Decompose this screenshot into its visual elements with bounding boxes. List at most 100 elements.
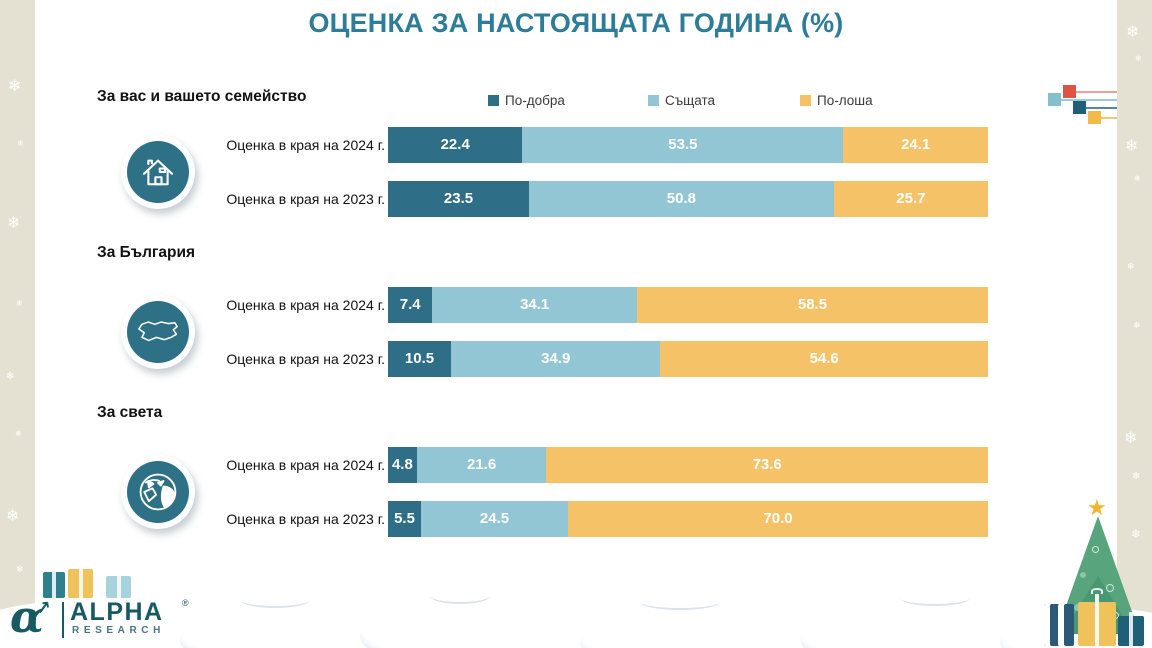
bar-segment-same: 21.6 bbox=[416, 447, 547, 483]
bar-segment-same: 53.5 bbox=[522, 127, 844, 163]
bar-segment-same: 34.9 bbox=[451, 341, 661, 377]
legend-swatch-better bbox=[488, 94, 499, 106]
row-label: Оценка в края на 2024 г. bbox=[226, 297, 385, 313]
bar-segment-same: 50.8 bbox=[529, 181, 834, 217]
bar-segment-better: 5.5 bbox=[388, 501, 421, 537]
registered-mark: ® bbox=[182, 598, 189, 608]
bar-segment-better: 4.8 bbox=[388, 447, 417, 483]
gift-bow bbox=[112, 566, 125, 572]
snowflake-icon: ❄ bbox=[1132, 471, 1141, 482]
tree-ornament bbox=[1106, 584, 1114, 592]
left-decor-strip: ❄ ❄ ❄ ❄ ❄ ❄ ❄ ❄ bbox=[0, 0, 35, 648]
bar-segment-better: 23.5 bbox=[388, 181, 529, 217]
decor-line-red bbox=[1070, 91, 1117, 93]
tree-ornament bbox=[1080, 572, 1086, 578]
arrow-icon: ↗ bbox=[34, 597, 53, 620]
bulgaria-map-icon bbox=[127, 301, 189, 363]
bar-segment-worse: 73.6 bbox=[546, 447, 988, 483]
legend-label: Същата bbox=[665, 92, 716, 108]
section-title-bulgaria: За България bbox=[97, 244, 196, 261]
family-medallion bbox=[121, 135, 195, 209]
legend-label: По-добра bbox=[505, 92, 565, 108]
snowflake-icon: ❄ bbox=[6, 371, 15, 382]
bar-segment-worse: 54.6 bbox=[660, 341, 988, 377]
logo-sub-text: RESEARCH bbox=[72, 625, 165, 636]
snow-shading bbox=[640, 594, 720, 610]
row-label: Оценка в края на 2024 г. bbox=[226, 137, 385, 153]
snowflake-icon: ❄ bbox=[7, 213, 21, 232]
gift-ribbon bbox=[52, 568, 56, 598]
section-title-family: За вас и вашето семейство bbox=[97, 88, 307, 105]
stacked-bar-family-2023: 23.5 50.8 25.7 bbox=[388, 181, 988, 217]
bar-segment-worse: 24.1 bbox=[843, 127, 988, 163]
bar-segment-same: 34.1 bbox=[432, 287, 637, 323]
legend-swatch-worse bbox=[800, 94, 811, 106]
snowflake-icon: ❄ bbox=[1127, 262, 1135, 272]
row-label: Оценка в края на 2024 г. bbox=[226, 457, 385, 473]
snowflake-icon: ❄ bbox=[17, 139, 24, 148]
gift-box-gold bbox=[1078, 588, 1116, 646]
row-label: Оценка в края на 2023 г. bbox=[226, 511, 385, 527]
legend-label: По-лоша bbox=[817, 92, 873, 108]
decor-square-lightblue bbox=[1048, 93, 1061, 106]
row-label: Оценка в края на 2023 г. bbox=[226, 351, 385, 367]
snowflake-icon: ❄ bbox=[1133, 321, 1141, 331]
decor-line-lightblue bbox=[1055, 99, 1117, 101]
gift-bow bbox=[48, 562, 60, 568]
legend-item-same: Същата bbox=[648, 92, 715, 108]
decor-square-red bbox=[1063, 85, 1076, 98]
gift-box bbox=[1044, 604, 1074, 646]
gift-bow bbox=[1091, 588, 1103, 594]
bar-segment-worse: 58.5 bbox=[636, 287, 988, 323]
gift-box-yellow bbox=[68, 558, 93, 598]
stacked-bar-bulgaria-2023: 10.5 34.9 54.6 bbox=[388, 341, 988, 377]
snow-shading bbox=[430, 588, 490, 604]
star-icon: ★ bbox=[1087, 496, 1107, 521]
gift-box-darkteal bbox=[1118, 612, 1144, 646]
logo-brand-text: ALPHA bbox=[70, 598, 164, 626]
snowflake-icon: ❄ bbox=[1126, 22, 1140, 41]
bar-segment-better: 22.4 bbox=[388, 127, 523, 163]
gift-box-teal bbox=[43, 562, 65, 598]
row-label: Оценка в края на 2023 г. bbox=[226, 191, 385, 207]
bulgaria-medallion bbox=[121, 295, 195, 369]
snowflake-icon: ❄ bbox=[15, 429, 22, 438]
stacked-bar-bulgaria-2024: 7.4 34.1 58.5 bbox=[388, 287, 988, 323]
snowflake-icon: ❄ bbox=[8, 76, 22, 95]
legend-swatch-same bbox=[648, 94, 659, 106]
tree-ornament bbox=[1074, 604, 1081, 611]
section-title-world: За света bbox=[97, 404, 163, 421]
snow-shading bbox=[900, 590, 970, 606]
decor-line-teal bbox=[1080, 107, 1117, 109]
gift-bow bbox=[74, 558, 87, 564]
gift-ribbon bbox=[78, 564, 83, 598]
legend-item-better: По-добра bbox=[488, 92, 565, 108]
house-icon bbox=[127, 141, 189, 203]
legend-item-worse: По-лоша bbox=[800, 92, 873, 108]
gift-box-navy bbox=[1044, 600, 1074, 646]
bar-segment-worse: 25.7 bbox=[833, 181, 988, 217]
decor-square-teal bbox=[1073, 101, 1086, 114]
bar-segment-worse: 70.0 bbox=[568, 501, 988, 537]
snowflake-icon: ❄ bbox=[1125, 136, 1139, 155]
bar-segment-better: 7.4 bbox=[388, 287, 433, 323]
globe-icon bbox=[127, 461, 189, 523]
decor-square-yellow bbox=[1088, 111, 1101, 124]
tree-ornament bbox=[1092, 546, 1099, 553]
snowflake-icon: ❄ bbox=[1135, 54, 1142, 63]
snowflake-icon: ❄ bbox=[6, 506, 20, 525]
page-title: ОЦЕНКА ЗА НАСТОЯЩАТА ГОДИНА (%) bbox=[308, 8, 844, 38]
gift-ribbon bbox=[1095, 594, 1099, 646]
gift-ribbon bbox=[116, 572, 121, 598]
gift-box-lightblue bbox=[106, 566, 131, 598]
gift-ribbon bbox=[1129, 612, 1133, 646]
snowflake-icon: ❄ bbox=[1134, 174, 1141, 183]
alpha-research-logo: α ↗ ALPHA ® RESEARCH bbox=[10, 592, 195, 644]
stacked-bar-world-2023: 5.5 24.5 70.0 bbox=[388, 501, 988, 537]
logo-divider bbox=[62, 602, 64, 638]
bar-segment-better: 10.5 bbox=[388, 341, 451, 377]
bar-segment-same: 24.5 bbox=[421, 501, 568, 537]
stacked-bar-family-2024: 22.4 53.5 24.1 bbox=[388, 127, 988, 163]
snow-shading bbox=[240, 592, 310, 608]
